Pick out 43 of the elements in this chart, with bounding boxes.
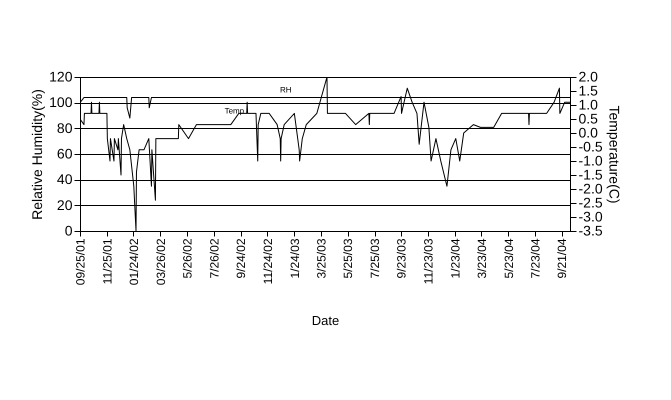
x-tick-label: 1/23/04 bbox=[448, 238, 462, 279]
x-tick-label: 11/24/02 bbox=[260, 238, 275, 284]
y2-tick-label: 0.5 bbox=[578, 110, 598, 126]
x-tick-label: 11/25/01 bbox=[100, 238, 114, 284]
y2-tick-label: -3.0 bbox=[578, 208, 603, 224]
y2-tick-label: -1.5 bbox=[578, 166, 603, 182]
x-tick-label: 9/21/04 bbox=[555, 238, 570, 279]
y-tick-label: 20 bbox=[56, 196, 73, 213]
y2-tick-label: 2.0 bbox=[578, 68, 598, 84]
x-tick-label: 7/26/02 bbox=[208, 238, 222, 279]
y-tick-label: 100 bbox=[49, 94, 73, 110]
x-tick-label: 3/25/03 bbox=[314, 238, 328, 279]
x-tick-label: 3/23/04 bbox=[474, 238, 489, 279]
y2-tick-label: -3.5 bbox=[578, 222, 603, 238]
x-tick-label: 11/23/03 bbox=[421, 238, 436, 284]
y-tick-label: 0 bbox=[64, 222, 73, 238]
x-tick-label: 01/24/02 bbox=[126, 238, 141, 286]
series-label: Temp bbox=[224, 106, 245, 116]
x-tick-label: 1/24/03 bbox=[288, 238, 302, 279]
x-tick-label: 7/25/03 bbox=[368, 238, 382, 279]
x-tick-label: 5/23/04 bbox=[502, 238, 516, 279]
y2-tick-label: -2.0 bbox=[578, 180, 603, 196]
x-axis-title: Date bbox=[312, 313, 340, 328]
y2-tick-label: -2.5 bbox=[578, 194, 603, 210]
y2-tick-label: 1.0 bbox=[578, 96, 598, 112]
y-tick-label: 80 bbox=[56, 120, 73, 136]
x-tick-label: 09/25/01 bbox=[74, 238, 88, 286]
y2-tick-label: 1.5 bbox=[578, 82, 598, 98]
x-tick-label: 5/25/03 bbox=[341, 238, 356, 279]
x-tick-label: 7/23/04 bbox=[528, 238, 543, 279]
y-axis-title: Relative Humidity(%) bbox=[29, 89, 46, 220]
x-tick-label: 5/26/02 bbox=[180, 238, 195, 279]
y2-tick-label: -1.0 bbox=[578, 152, 603, 168]
y-tick-label: 40 bbox=[56, 171, 73, 188]
y-tick-label: 60 bbox=[56, 146, 73, 162]
y2-axis-title: Temperature(C) bbox=[606, 105, 623, 204]
x-tick-label: 9/23/03 bbox=[394, 238, 409, 279]
y-tick-label: 120 bbox=[49, 68, 73, 84]
x-tick-label: 03/26/02 bbox=[154, 238, 168, 286]
x-tick-label: 9/24/02 bbox=[234, 238, 248, 279]
series-label: RH bbox=[280, 86, 292, 95]
y2-tick-label: -0.5 bbox=[578, 138, 603, 154]
y2-tick-label: 0.0 bbox=[578, 124, 598, 140]
